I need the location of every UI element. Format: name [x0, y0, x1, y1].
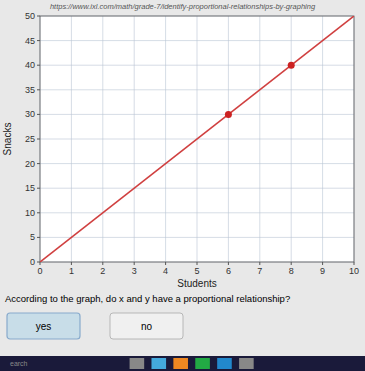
y-grid-line — [40, 89, 354, 90]
x-tick — [228, 262, 229, 265]
y-grid-line — [40, 237, 354, 238]
y-tick-label: 45 — [25, 36, 35, 46]
x-tick-label: 10 — [349, 266, 359, 276]
yes-button[interactable]: yes — [7, 313, 80, 339]
y-tick-label: 20 — [25, 159, 35, 169]
taskbar-icon — [239, 358, 254, 369]
chart: https://www.ixl.com/math/grade-7/identif… — [0, 0, 365, 371]
taskbar-icon — [195, 358, 210, 369]
x-tick — [291, 262, 292, 265]
x-tick — [322, 262, 323, 265]
y-tick — [37, 188, 40, 189]
y-tick — [37, 212, 40, 213]
y-tick — [37, 16, 40, 17]
taskbar-search: earch — [10, 360, 28, 367]
marks — [40, 16, 354, 262]
y-tick-label: 30 — [25, 109, 35, 119]
y-tick-label: 5 — [30, 232, 35, 242]
y-grid-line — [40, 188, 354, 189]
taskbar-icon — [151, 358, 166, 369]
y-tick — [37, 237, 40, 238]
title: https://www.ixl.com/math/grade-7/identif… — [50, 2, 316, 11]
y-grid-line — [40, 212, 354, 213]
x-tick — [197, 262, 198, 265]
taskbar: earch — [0, 356, 365, 371]
x-tick-label: 0 — [37, 266, 42, 276]
no-button[interactable]: no — [110, 313, 183, 339]
y-tick — [37, 139, 40, 140]
x-tick-label: 8 — [289, 266, 294, 276]
y-tick-label: 35 — [25, 85, 35, 95]
no-button-box[interactable] — [110, 313, 183, 339]
x-tick-label: 2 — [100, 266, 105, 276]
question: According to the graph, do x and y have … — [5, 293, 290, 304]
yes-button-label[interactable]: yes — [36, 321, 52, 332]
y-tick-label: 10 — [25, 208, 35, 218]
x-tick-label: 5 — [194, 266, 199, 276]
y-tick-label: 15 — [25, 183, 35, 193]
x-axis-label: Students — [177, 278, 216, 289]
x-tick — [165, 262, 166, 265]
point — [288, 62, 295, 69]
no-button-label[interactable]: no — [141, 321, 153, 332]
x-tick — [259, 262, 260, 265]
y-grid-line — [40, 163, 354, 164]
y-axis-label: Snacks — [2, 123, 13, 156]
y-grid-line — [40, 114, 354, 115]
x-tick-label: 3 — [132, 266, 137, 276]
x-tick-label: 4 — [163, 266, 168, 276]
plot-frame — [40, 16, 354, 262]
x-tick — [134, 262, 135, 265]
y-tick — [37, 89, 40, 90]
point — [225, 111, 232, 118]
y-tick — [37, 262, 40, 263]
grid — [40, 16, 354, 262]
x-tick-label: 1 — [69, 266, 74, 276]
y-tick — [37, 40, 40, 41]
taskbar-icon — [173, 358, 188, 369]
x-tick-label: 6 — [226, 266, 231, 276]
taskbar-bg — [0, 356, 365, 371]
plot-area — [40, 16, 354, 262]
y-tick-label: 50 — [25, 11, 35, 21]
taskbar-icon — [130, 358, 145, 369]
y-tick-label: 40 — [25, 60, 35, 70]
y-tick-label: 0 — [30, 257, 35, 267]
x-tick-label: 7 — [257, 266, 262, 276]
y-tick-label: 25 — [25, 134, 35, 144]
taskbar-icon — [217, 358, 232, 369]
yes-button-box[interactable] — [7, 313, 80, 339]
y-grid-line — [40, 65, 354, 66]
x-tick — [102, 262, 103, 265]
y-grid-line — [40, 40, 354, 41]
x-tick — [354, 262, 355, 265]
x-tick — [71, 262, 72, 265]
line — [40, 16, 354, 262]
y-tick — [37, 65, 40, 66]
y-tick — [37, 163, 40, 164]
x-tick-label: 9 — [320, 266, 325, 276]
y-tick — [37, 114, 40, 115]
